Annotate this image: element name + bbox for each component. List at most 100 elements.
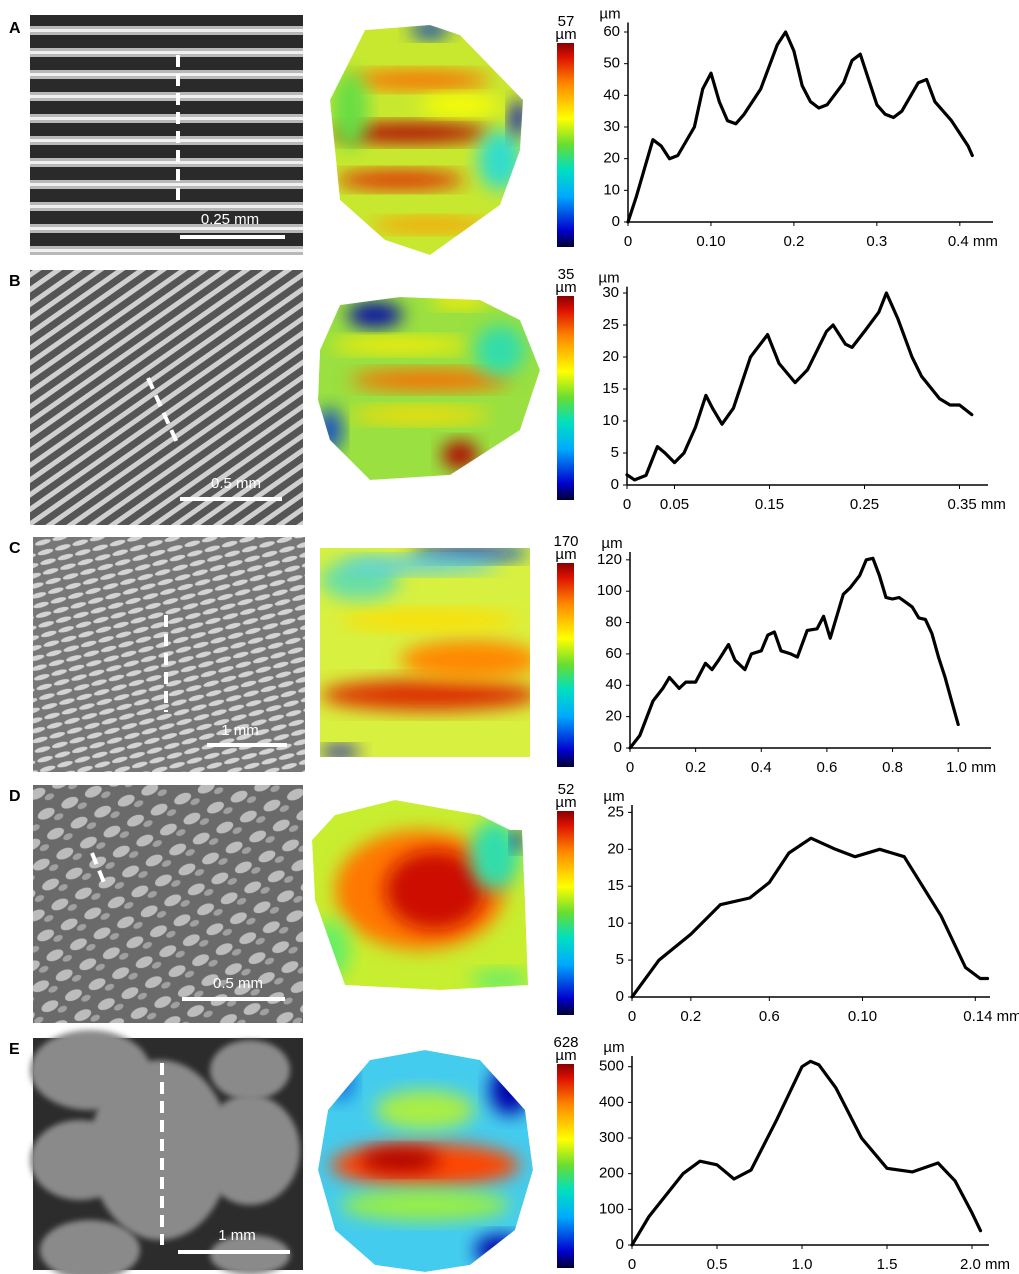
x-tick-label: 0.10 — [848, 1008, 877, 1025]
colorbar — [557, 1064, 574, 1268]
y-tick-label: 0 — [616, 988, 624, 1005]
x-tick-label: 0 — [623, 496, 631, 513]
panel-label: A — [9, 20, 21, 37]
scale-bar-label: 0.5 mm — [211, 475, 261, 492]
y-tick-label: 400 — [599, 1093, 624, 1110]
height-map — [320, 545, 540, 758]
colorbar — [557, 811, 574, 1015]
x-tick-label: 0.10 — [696, 233, 725, 250]
y-tick-label: 15 — [602, 380, 619, 397]
y-tick-label: 10 — [607, 914, 624, 931]
profile-line — [632, 1061, 981, 1245]
x-tick-label: 0.14 mm — [963, 1008, 1019, 1025]
height-map-blob — [470, 820, 520, 890]
height-map-blob — [475, 325, 525, 375]
height-map-blob — [375, 1090, 475, 1130]
profile-line — [630, 558, 958, 748]
micrograph-blob — [210, 1040, 290, 1100]
height-map — [318, 1050, 533, 1272]
height-map-blob — [400, 640, 540, 680]
micrograph — [30, 15, 303, 255]
scale-bar-label: 0.25 mm — [201, 211, 259, 228]
x-tick-label: 0 — [626, 759, 634, 776]
height-map-blob — [475, 1235, 525, 1265]
y-tick-label: 20 — [605, 708, 622, 725]
y-tick-label: 20 — [607, 840, 624, 857]
y-tick-label: 30 — [603, 118, 620, 135]
y-tick-label: 0 — [616, 1236, 624, 1253]
micrograph — [33, 537, 305, 772]
height-map-blob — [340, 610, 520, 630]
x-tick-label: 0.2 — [685, 759, 706, 776]
y-tick-label: 25 — [602, 316, 619, 333]
height-map-blob — [512, 830, 524, 850]
height-map-blob — [360, 1148, 440, 1172]
height-map-blob — [370, 218, 490, 232]
colorbar-unit: µm — [555, 26, 576, 43]
y-tick-label: 0 — [614, 739, 622, 756]
x-tick-label: 0.6 — [816, 759, 837, 776]
y-tick-label: 0 — [612, 213, 620, 230]
x-tick-label: 1.0 — [792, 1256, 813, 1273]
height-map-blob — [332, 70, 368, 150]
x-tick-label: 0 — [628, 1256, 636, 1273]
y-tick-label: 20 — [603, 150, 620, 167]
x-tick-label: 0.15 — [755, 496, 784, 513]
y-tick-label: 50 — [603, 55, 620, 72]
scale-bar-label: 1 mm — [218, 1227, 256, 1244]
height-map-blob — [478, 130, 522, 190]
height-map-blob — [385, 850, 485, 930]
colorbar-unit: µm — [555, 546, 576, 563]
y-tick-label: 15 — [607, 877, 624, 894]
y-tick-label: 200 — [599, 1165, 624, 1182]
height-map-blob — [350, 370, 510, 390]
height-map-blob — [420, 95, 500, 115]
y-axis-label: µm — [601, 535, 622, 552]
colorbar — [557, 296, 574, 500]
height-map-blob — [340, 1189, 510, 1221]
height-map-blob — [340, 557, 500, 573]
x-tick-label: 0.2 — [783, 233, 804, 250]
y-tick-label: 5 — [616, 951, 624, 968]
height-map-blob — [410, 22, 450, 38]
panel-label: C — [9, 540, 21, 557]
y-tick-label: 5 — [611, 444, 619, 461]
profile-line — [632, 838, 988, 997]
y-tick-label: 40 — [605, 676, 622, 693]
height-map-blob — [510, 100, 526, 136]
x-tick-label: 0.05 — [660, 496, 689, 513]
height-map-blob — [330, 337, 470, 353]
colorbar-unit: µm — [555, 794, 576, 811]
y-axis-label: µm — [603, 1039, 624, 1056]
panel-label: B — [9, 273, 21, 290]
y-tick-label: 40 — [603, 86, 620, 103]
x-tick-label: 0.4 — [751, 759, 772, 776]
height-map-blob — [350, 71, 490, 89]
x-tick-label: 1.5 — [877, 1256, 898, 1273]
height-map — [310, 800, 530, 990]
x-tick-label: 1.0 mm — [946, 759, 996, 776]
height-map-blob — [320, 679, 540, 711]
height-map-blob — [335, 171, 465, 189]
x-tick-label: 0.6 — [759, 1008, 780, 1025]
height-map-blob — [347, 303, 403, 327]
y-tick-label: 120 — [597, 551, 622, 568]
panel-label: E — [9, 1041, 20, 1058]
height-map — [318, 292, 540, 480]
colorbar — [557, 563, 574, 767]
x-tick-label: 0.25 — [850, 496, 879, 513]
height-map-blob — [318, 408, 342, 452]
x-tick-label: 0.35 mm — [948, 496, 1006, 513]
x-tick-label: 0.5 — [707, 1256, 728, 1273]
y-tick-label: 100 — [599, 1200, 624, 1217]
figure: A0.25 mm57µmµm010203040506000.100.20.30.… — [0, 0, 1019, 1274]
x-tick-label: 0.2 — [680, 1008, 701, 1025]
y-tick-label: 300 — [599, 1129, 624, 1146]
height-map-blob — [470, 970, 530, 990]
profile-line — [628, 32, 972, 222]
x-tick-label: 0.8 — [882, 759, 903, 776]
height-map-blob — [310, 920, 350, 980]
panel-label: D — [9, 788, 21, 805]
y-tick-label: 500 — [599, 1058, 624, 1075]
profile-line — [627, 293, 972, 480]
